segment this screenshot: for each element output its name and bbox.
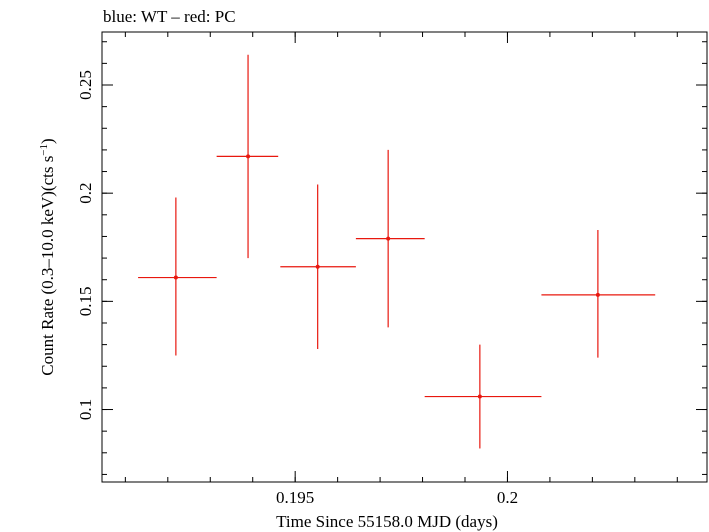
y-axis-label-main: Count Rate (0.3–10.0 keV)(cts s	[38, 156, 57, 376]
x-tick-label: 0.195	[276, 488, 314, 507]
data-point-group	[424, 344, 542, 449]
data-point-group	[138, 197, 217, 356]
data-point	[315, 264, 320, 269]
axis-tick-labels: 0.195 0.2 0.1 0.15 0.2 0.25	[76, 70, 518, 507]
plot-frame	[101, 31, 708, 483]
data-point-group	[280, 184, 356, 349]
axis-ticks	[102, 32, 707, 482]
x-tick-label: 0.2	[497, 488, 518, 507]
y-axis-label-exponent: −1	[38, 144, 50, 156]
data-point	[595, 292, 600, 297]
y-tick-label: 0.15	[76, 286, 95, 316]
data-point	[386, 236, 391, 241]
y-tick-label: 0.1	[76, 399, 95, 420]
data-series	[138, 54, 656, 449]
data-point	[173, 275, 178, 280]
data-point	[477, 394, 482, 399]
x-axis-label: Time Since 55158.0 MJD (days)	[276, 512, 498, 531]
data-point-group	[355, 149, 425, 328]
data-point-group	[216, 54, 279, 259]
chart-title: blue: WT – red: PC	[103, 7, 236, 26]
y-axis-label-close: )	[38, 138, 57, 144]
data-point	[246, 154, 251, 159]
data-point-group	[541, 229, 656, 358]
y-tick-label: 0.25	[76, 70, 95, 100]
y-axis-label: Count Rate (0.3–10.0 keV)(cts s−1)	[38, 138, 57, 375]
y-tick-label: 0.2	[76, 183, 95, 204]
